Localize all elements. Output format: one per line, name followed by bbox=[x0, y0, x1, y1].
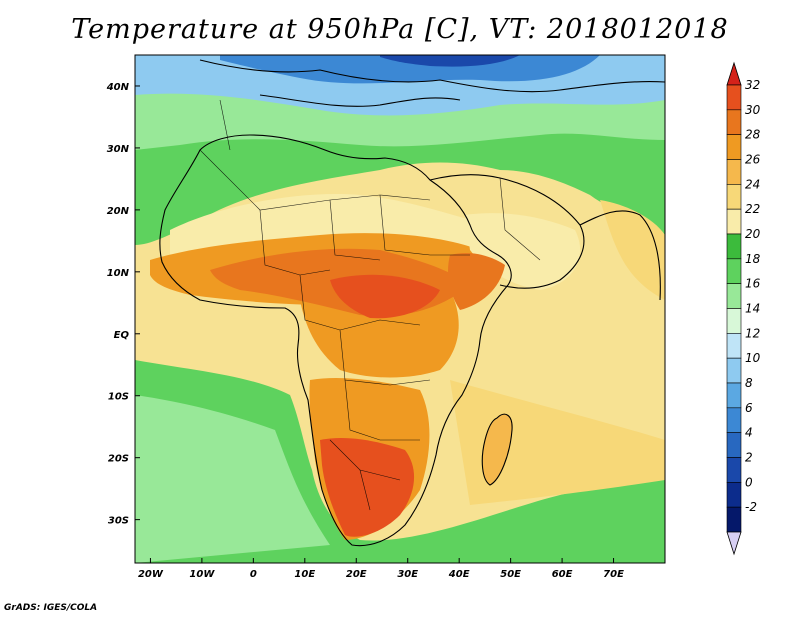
lon-tick-label: 70E bbox=[603, 569, 624, 580]
colorbar-swatch bbox=[726, 333, 742, 359]
lon-tick-label: 50E bbox=[500, 569, 521, 580]
lon-tick-label: 20E bbox=[346, 569, 367, 580]
map-title: Temperature at 950hPa [C], VT: 201801201… bbox=[71, 14, 729, 45]
europe-coldest bbox=[380, 55, 520, 67]
colorbar-swatch bbox=[726, 208, 742, 235]
colorbar-label: 20 bbox=[745, 227, 761, 241]
colorbar-swatch bbox=[726, 407, 742, 433]
lat-tick-label: 30S bbox=[108, 516, 129, 527]
lon-tick-label: 40E bbox=[448, 569, 470, 580]
horn-of-africa-hot bbox=[448, 253, 505, 310]
colorbar-label: 2 bbox=[745, 451, 753, 465]
colorbar-label: -2 bbox=[745, 500, 757, 514]
colorbar-label: 30 bbox=[745, 103, 761, 117]
colorbar-label: 32 bbox=[745, 78, 760, 92]
colorbar-label: 14 bbox=[745, 302, 760, 316]
longitude-axis: 20W 10W 0 10E 20E 30E 40E 50E 60E 70E bbox=[138, 558, 624, 580]
colorbar-swatch bbox=[726, 233, 742, 260]
lat-tick-label: EQ bbox=[114, 330, 130, 341]
lat-tick-label: 20S bbox=[108, 454, 129, 465]
colorbar-label: 28 bbox=[745, 128, 761, 142]
colorbar-swatch bbox=[726, 258, 742, 284]
africa-coastline bbox=[159, 59, 665, 547]
lon-tick-label: 60E bbox=[552, 569, 573, 580]
lon-tick-label: 10E bbox=[294, 569, 315, 580]
country-borders bbox=[199, 99, 541, 511]
colorbar-swatch bbox=[726, 134, 742, 160]
colorbar-top-arrow bbox=[726, 61, 742, 86]
colorbar-label: 0 bbox=[745, 475, 753, 489]
colorbar-swatch bbox=[726, 109, 742, 135]
credit-label: GrADS: IGES/COLA bbox=[4, 603, 98, 613]
colorbar-label: 8 bbox=[745, 376, 753, 390]
lat-tick-label: 20N bbox=[107, 206, 130, 217]
lon-tick-label: 10W bbox=[189, 569, 215, 580]
colorbar-label: 22 bbox=[745, 202, 760, 216]
southern-africa-hot bbox=[320, 438, 415, 537]
colorbar-swatch bbox=[726, 506, 742, 533]
colorbar-swatch bbox=[726, 457, 742, 483]
lat-tick-label: 40N bbox=[106, 82, 130, 93]
colorbar-swatch bbox=[726, 184, 742, 210]
colorbar-swatch bbox=[726, 84, 742, 111]
lon-tick-label: 20W bbox=[138, 569, 164, 580]
colorbar-swatch bbox=[726, 283, 742, 309]
lat-tick-label: 10N bbox=[107, 268, 130, 279]
colorbar-bottom-arrow bbox=[726, 531, 742, 556]
colorbar-swatch bbox=[726, 432, 742, 458]
colorbar-label: 4 bbox=[745, 426, 753, 440]
colorbar-label: 6 bbox=[745, 401, 753, 415]
lat-tick-label: 10S bbox=[108, 392, 129, 403]
madagascar-fill bbox=[482, 414, 513, 485]
europe-cold bbox=[220, 55, 600, 84]
colorbar-swatch bbox=[726, 159, 742, 185]
lat-tick-label: 30N bbox=[107, 144, 130, 155]
colorbar-label: 26 bbox=[745, 153, 761, 167]
south-atlantic-light-band bbox=[135, 395, 330, 563]
colorbar-swatch bbox=[726, 482, 742, 508]
colorbar-swatch bbox=[726, 382, 742, 409]
temperature-map bbox=[135, 55, 665, 563]
colorbar-label: 18 bbox=[745, 252, 761, 266]
colorbar-label: 12 bbox=[745, 326, 760, 340]
lon-tick-label: 30E bbox=[397, 569, 418, 580]
latitude-axis: 40N 30N 20N 10N EQ 10S 20S 30S bbox=[106, 82, 140, 527]
colorbar-label: 24 bbox=[745, 177, 760, 191]
colorbar-label: 16 bbox=[745, 277, 761, 291]
colorbar-swatch bbox=[726, 308, 742, 334]
map-frame bbox=[134, 54, 666, 564]
colorbar-swatch bbox=[726, 357, 742, 384]
india-warm bbox=[600, 200, 665, 300]
colorbar-label: 10 bbox=[745, 351, 761, 365]
lon-tick-label: 0 bbox=[250, 569, 257, 580]
central-africa-hottest bbox=[330, 274, 440, 319]
indian-ocean-warm bbox=[450, 380, 665, 505]
